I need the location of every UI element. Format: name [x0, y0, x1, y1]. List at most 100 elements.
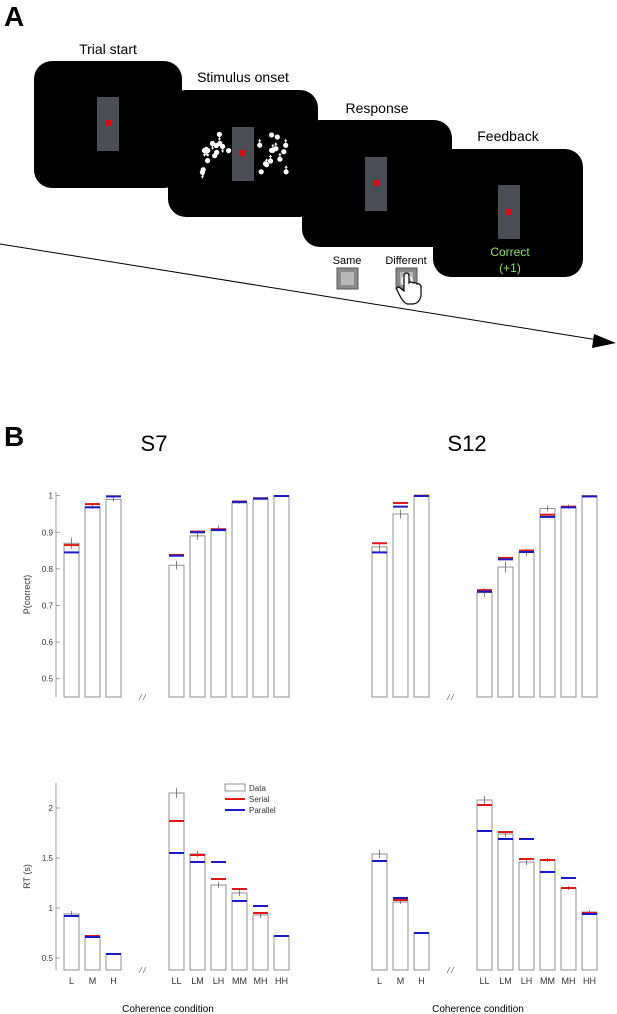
data-bar	[497, 566, 514, 698]
data-bar	[273, 495, 290, 698]
x-tick-label: L	[377, 976, 382, 986]
fixation-point	[240, 150, 246, 156]
chart-s12-pcorrect	[371, 494, 598, 701]
axis-break	[138, 966, 143, 974]
motion-arrowhead	[204, 153, 209, 156]
axis-break	[142, 966, 147, 974]
data-bar	[539, 508, 556, 698]
motion-arrowhead	[268, 154, 273, 157]
motion-arrowhead	[284, 165, 288, 168]
data-bar	[189, 853, 206, 971]
x-axis-label-s12: Coherence condition	[432, 1004, 524, 1014]
y-axis-label: RT (s)	[22, 864, 32, 889]
x-tick-label: LL	[171, 976, 181, 986]
dot-cloud-right	[257, 132, 289, 175]
data-bar	[252, 914, 269, 971]
feedback-text: Correct	[490, 245, 530, 259]
axis-break	[450, 693, 455, 701]
x-tick-label: MH	[254, 976, 268, 986]
data-bar	[560, 506, 577, 698]
x-axis-label-s7: Coherence condition	[122, 1004, 214, 1014]
y-axis-label: P(correct)	[22, 575, 32, 615]
data-bar	[210, 884, 227, 971]
moving-dot	[258, 169, 264, 175]
screen-feedback: Feedback Correct (+1)	[433, 128, 583, 277]
y-tick-label: 0.6	[42, 638, 54, 647]
y-tick-label: 1.5	[42, 854, 54, 863]
data-bar	[560, 887, 577, 971]
data-bar	[252, 498, 269, 698]
data-bar	[231, 502, 248, 698]
data-bar	[168, 564, 185, 698]
moving-dot	[277, 156, 283, 162]
screen-response: Response Same Different	[302, 100, 452, 305]
data-bar	[371, 853, 388, 971]
data-bar	[476, 592, 493, 698]
screen-title: Trial start	[79, 41, 137, 57]
motion-arrowhead	[217, 138, 222, 141]
x-tick-label: L	[69, 976, 74, 986]
x-tick-label: H	[418, 976, 425, 986]
moving-dot	[213, 142, 219, 149]
data-bar	[413, 495, 430, 698]
data-bar	[413, 932, 430, 971]
data-bar	[273, 935, 290, 971]
x-tick-label: LM	[191, 976, 204, 986]
x-tick-label: MM	[540, 976, 555, 986]
motion-arrowhead	[264, 158, 269, 161]
timeline-arrow-line	[0, 243, 599, 341]
x-tick-label: LM	[499, 976, 512, 986]
y-tick-label: 0.9	[42, 528, 54, 537]
data-bar	[581, 495, 598, 698]
fixation-point	[105, 120, 111, 126]
y-tick-label: 1	[49, 904, 54, 913]
moving-dot	[269, 147, 275, 153]
motion-arrowhead	[271, 144, 275, 147]
moving-dot	[274, 134, 280, 140]
data-bar	[105, 953, 122, 971]
panel-a-label: A	[4, 1, 24, 32]
moving-dot	[281, 149, 287, 155]
screen-title: Feedback	[477, 128, 539, 144]
moving-dot	[226, 148, 232, 154]
y-tick-label: 0.8	[42, 565, 54, 574]
moving-dot	[205, 158, 211, 164]
hand-cursor-icon	[396, 272, 422, 305]
x-tick-label: MM	[232, 976, 247, 986]
y-tick-label: 2	[49, 804, 54, 813]
screen-title: Response	[345, 100, 408, 116]
y-tick-label: 0.7	[42, 601, 54, 610]
motion-arrowhead	[200, 176, 205, 179]
x-tick-label: LL	[479, 976, 489, 986]
motion-arrowhead	[283, 139, 288, 142]
x-tick-label: HH	[583, 976, 596, 986]
different-button-label: Different	[385, 255, 426, 267]
y-tick-label: 0.5	[42, 675, 54, 684]
x-tick-label: M	[89, 976, 97, 986]
data-bar	[210, 528, 227, 698]
data-bar	[63, 913, 80, 971]
motion-arrowhead	[278, 153, 282, 156]
data-bar	[476, 799, 493, 971]
data-bar	[581, 911, 598, 971]
timeline-arrow-head	[592, 334, 616, 348]
data-bar	[63, 542, 80, 698]
legend-label: Data	[249, 784, 266, 793]
moving-dot	[283, 142, 289, 148]
feedback-points: (+1)	[499, 261, 521, 275]
y-tick-label: 1	[49, 492, 54, 501]
y-tick-label: 0.5	[42, 954, 54, 963]
fixation-point	[373, 180, 379, 186]
chart-s12-rt: L M H LL LM LH MM MH HH	[371, 796, 598, 986]
data-bar	[105, 498, 122, 698]
data-bar	[231, 892, 248, 971]
moving-dot	[269, 132, 275, 138]
moving-dot	[267, 158, 274, 164]
dot-cloud-left	[199, 131, 232, 179]
subject-title-s12: S12	[447, 431, 486, 456]
moving-dot	[203, 146, 209, 152]
screen-stimulus-onset: Stimulus onset	[168, 69, 318, 217]
axis-break	[138, 693, 143, 701]
moving-dot	[283, 169, 289, 175]
